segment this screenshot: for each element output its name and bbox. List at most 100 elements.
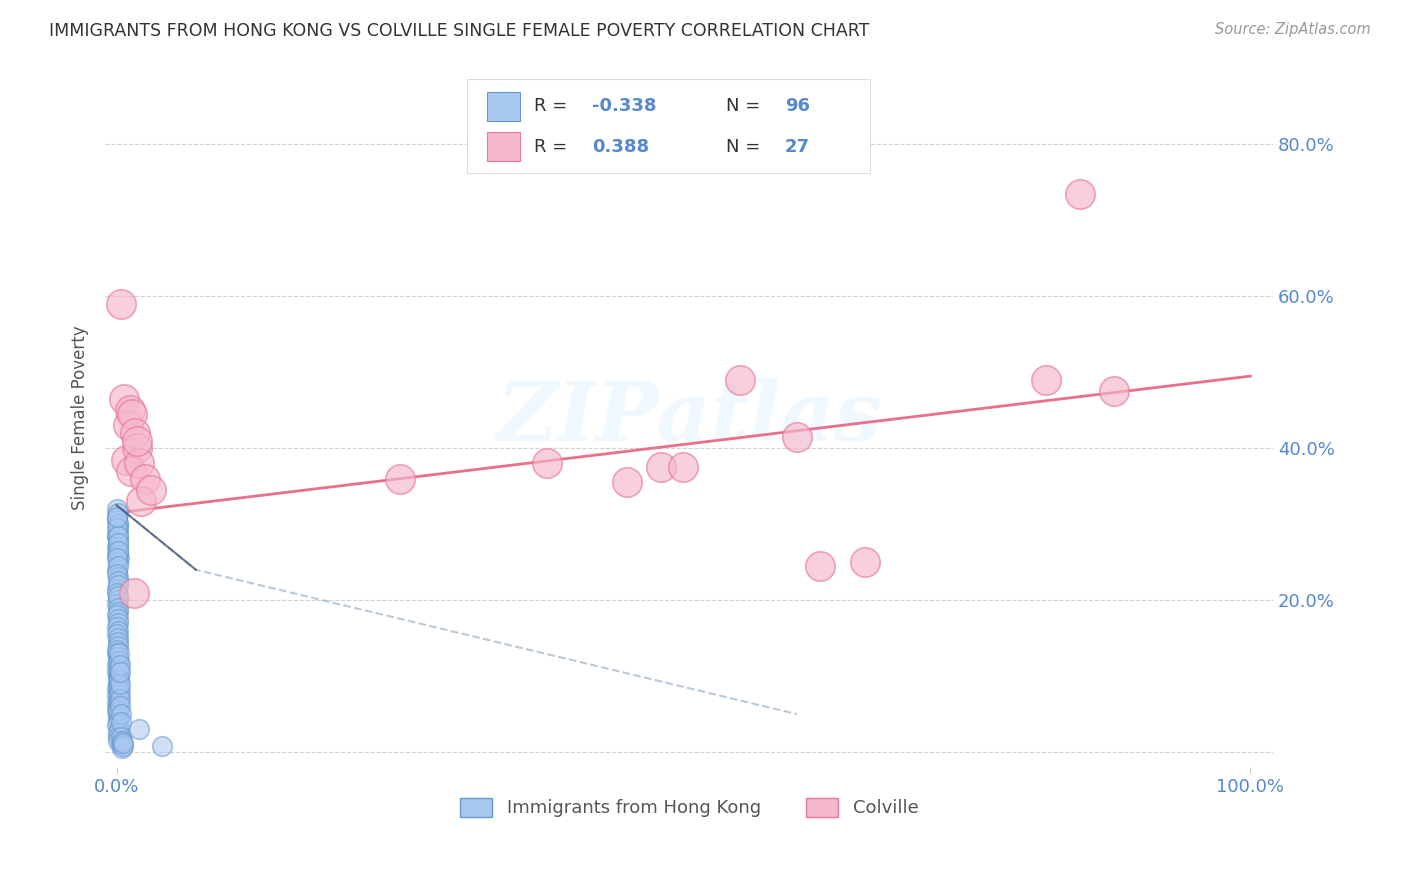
Point (108, 673, 131, 687)
Point (105, 642, 128, 657)
Point (105, 502, 128, 516)
Point (107, 517, 129, 532)
Text: N =: N = (727, 137, 766, 156)
Point (107, 600, 129, 615)
Point (1069, 186, 1091, 201)
Point (108, 696, 131, 710)
Point (110, 297, 132, 311)
Point (105, 528, 128, 542)
Point (105, 540, 128, 554)
Point (107, 524, 129, 539)
Point (536, 457, 558, 471)
Point (120, 403, 142, 417)
Point (105, 608, 128, 623)
Point (111, 733, 134, 747)
Point (853, 555, 876, 569)
Point (107, 528, 129, 542)
Point (107, 657, 129, 672)
FancyBboxPatch shape (467, 79, 870, 173)
Point (107, 578, 129, 592)
Point (105, 597, 128, 611)
Point (108, 699, 131, 714)
Text: Source: ZipAtlas.com: Source: ZipAtlas.com (1215, 22, 1371, 37)
Point (110, 730, 132, 744)
Point (107, 684, 129, 698)
Point (128, 723, 150, 737)
Text: IMMIGRANTS FROM HONG KONG VS COLVILLE SINGLE FEMALE POVERTY CORRELATION CHART: IMMIGRANTS FROM HONG KONG VS COLVILLE SI… (49, 22, 869, 40)
Point (117, 418, 139, 433)
Point (107, 723, 129, 737)
Point (107, 707, 129, 722)
Point (107, 703, 129, 717)
Point (107, 699, 129, 714)
Point (114, 452, 136, 467)
Point (107, 711, 129, 725)
Point (650, 460, 672, 475)
Point (107, 555, 129, 569)
Point (107, 624, 129, 638)
Point (107, 590, 129, 604)
Point (108, 657, 131, 672)
Point (107, 620, 129, 634)
Point (107, 536, 129, 550)
Point (728, 373, 751, 387)
Point (107, 536, 129, 550)
Point (808, 559, 831, 574)
Point (107, 733, 129, 747)
Point (108, 661, 131, 675)
Point (107, 612, 129, 626)
Point (110, 714, 132, 729)
Point (131, 494, 153, 508)
Point (150, 739, 173, 753)
Point (107, 654, 129, 668)
Point (107, 692, 129, 706)
Point (105, 688, 128, 702)
Point (105, 521, 128, 535)
Bar (486, 92, 520, 121)
Text: R =: R = (534, 137, 572, 156)
Point (388, 472, 411, 486)
Point (107, 543, 129, 558)
Point (107, 635, 129, 649)
Point (107, 540, 129, 554)
Point (128, 457, 150, 471)
Point (107, 696, 129, 710)
Point (139, 483, 162, 497)
Point (125, 434, 148, 448)
Point (108, 681, 131, 695)
Point (107, 669, 129, 683)
Text: R =: R = (534, 97, 572, 115)
Point (108, 669, 131, 683)
Point (107, 506, 129, 520)
Point (1104, 384, 1126, 399)
Legend: Immigrants from Hong Kong, Colville: Immigrants from Hong Kong, Colville (453, 791, 925, 824)
Point (121, 407, 143, 421)
Point (114, 392, 136, 406)
Point (111, 739, 134, 753)
Point (120, 464, 142, 478)
Point (107, 654, 129, 668)
Point (105, 646, 128, 660)
Point (105, 548, 128, 562)
Point (107, 639, 129, 653)
Text: ZIPatlas: ZIPatlas (496, 378, 882, 458)
Point (108, 665, 131, 680)
Text: 27: 27 (785, 137, 810, 156)
Point (107, 631, 129, 645)
Point (107, 650, 129, 665)
Point (107, 605, 129, 619)
Text: 0.388: 0.388 (592, 137, 650, 156)
Point (112, 736, 135, 750)
Point (107, 574, 129, 589)
Y-axis label: Single Female Poverty: Single Female Poverty (72, 326, 89, 510)
Point (107, 543, 129, 558)
Point (107, 676, 129, 690)
Point (107, 615, 129, 630)
Point (105, 681, 128, 695)
Point (107, 559, 129, 574)
Point (105, 582, 128, 596)
Point (616, 475, 638, 490)
Text: -0.338: -0.338 (592, 97, 657, 115)
Point (110, 707, 132, 722)
Point (107, 585, 129, 599)
